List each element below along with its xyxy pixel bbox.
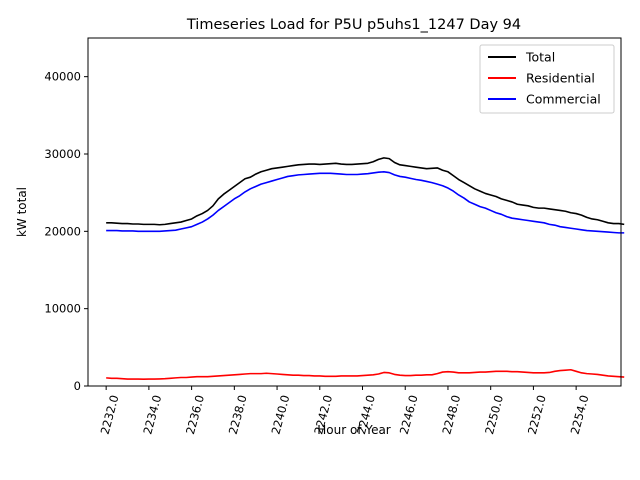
y-axis-label: kW total (15, 187, 29, 237)
series-line-residential (106, 368, 625, 380)
y-tick-label: 10000 (44, 302, 81, 316)
legend-label-commercial: Commercial (526, 92, 601, 107)
x-axis-label: Hour of Year (317, 423, 391, 437)
series-line-total (106, 157, 625, 226)
legend-box (479, 44, 615, 114)
legend-label-total: Total (525, 50, 555, 65)
y-tick-label: 40000 (44, 70, 81, 84)
y-tick-label: 0 (74, 379, 81, 393)
y-tick-label: 20000 (44, 224, 81, 238)
series-layer (106, 157, 625, 380)
plot-frame (87, 37, 622, 387)
y-axis: 0 10000 20000 30000 40000 (44, 70, 88, 393)
series-line-commercial (106, 170, 625, 234)
legend-label-residential: Residential (526, 71, 595, 86)
y-tick-label: 30000 (44, 147, 81, 161)
legend: Total Residential Commercial (479, 44, 615, 114)
chart-title: Timeseries Load for P5U p5uhs1_1247 Day … (186, 17, 521, 33)
